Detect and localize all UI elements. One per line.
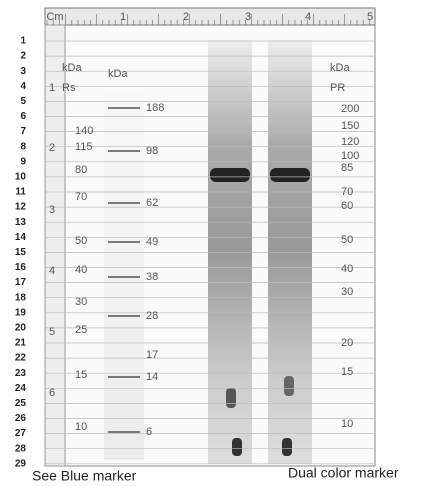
row-number: 22 [15,353,27,364]
ruler-unit: Cm [46,11,63,23]
band [226,388,236,408]
row-number: 16 [15,262,27,273]
row-number: 9 [20,156,26,167]
row-number: 8 [20,141,26,152]
dual-color-label: 85 [341,162,353,174]
row-number: 19 [15,307,27,318]
see-blue-label: 188 [146,102,164,114]
band [270,168,310,182]
rs-label: 50 [75,235,87,247]
row-number: 2 [20,51,26,62]
dual-color-label: 70 [341,186,353,198]
band [284,376,294,396]
row-number: 27 [15,428,27,439]
row-number: 7 [20,126,26,137]
row-number: 13 [15,217,27,228]
ruler-number: 3 [49,204,55,216]
ruler-number: 3 [245,11,251,23]
see-blue-label: 14 [146,371,158,383]
row-number: 29 [15,458,27,469]
row-number: 14 [15,232,27,243]
band [282,438,292,456]
band [232,438,242,456]
ruler-number: 4 [305,11,311,23]
dual-color-label: 60 [341,200,353,212]
band [210,168,250,182]
marker-header: kDa [62,62,82,74]
row-number: 11 [15,187,26,198]
caption: Dual color marker [288,465,399,481]
ruler-number: 1 [120,11,126,23]
ruler-number: 5 [49,326,55,338]
see-blue-label: 38 [146,271,158,283]
ruler-number: 1 [49,82,55,94]
row-number: 10 [15,172,27,183]
dual-color-label: 50 [341,234,353,246]
lane [104,90,144,460]
see-blue-label: 28 [146,310,158,322]
marker-header: kDa [330,62,350,74]
gel-image: 1234567891011121314151617181920212223242… [0,0,446,486]
marker-header: PR [330,82,345,94]
see-blue-label: 62 [146,197,158,209]
see-blue-label: 17 [146,349,158,361]
ruler-number: 2 [49,142,55,154]
rs-label: 25 [75,324,87,336]
marker-header: kDa [108,68,128,80]
dual-color-label: 15 [341,366,353,378]
top-ruler [45,8,375,25]
dual-color-label: 100 [341,150,359,162]
row-number: 5 [20,96,26,107]
dual-color-label: 200 [341,103,359,115]
marker-header: Rs [62,82,76,94]
see-blue-label: 6 [146,426,152,438]
rs-label: 15 [75,369,87,381]
caption: See Blue marker [32,468,137,484]
see-blue-label: 98 [146,145,158,157]
ruler-number: 5 [367,11,373,23]
dual-color-label: 120 [341,136,359,148]
row-number: 21 [15,338,27,349]
row-number: 3 [20,66,26,77]
ruler-number: 6 [49,387,55,399]
row-number: 17 [15,277,27,288]
rs-label: 140 [75,125,93,137]
row-number: 12 [15,202,27,213]
dual-color-label: 20 [341,337,353,349]
rs-label: 70 [75,191,87,203]
rs-label: 80 [75,164,87,176]
ruler-number: 4 [49,265,55,277]
row-number: 6 [20,111,26,122]
row-number: 4 [20,81,26,92]
rs-label: 115 [75,141,93,153]
row-number: 1 [20,36,26,47]
row-number: 20 [15,323,27,334]
see-blue-label: 49 [146,236,158,248]
rs-label: 10 [75,421,87,433]
row-number: 18 [15,292,27,303]
row-number: 28 [15,443,27,454]
lane [268,40,312,464]
ruler-number: 2 [183,11,189,23]
row-number: 23 [15,368,27,379]
row-number: 24 [15,383,27,394]
row-number: 15 [15,247,27,258]
row-number: 26 [15,413,27,424]
dual-color-label: 150 [341,120,359,132]
row-number: 25 [15,398,27,409]
rs-label: 30 [75,296,87,308]
dual-color-label: 10 [341,418,353,430]
dual-color-label: 30 [341,286,353,298]
rs-label: 40 [75,264,87,276]
dual-color-label: 40 [341,263,353,275]
